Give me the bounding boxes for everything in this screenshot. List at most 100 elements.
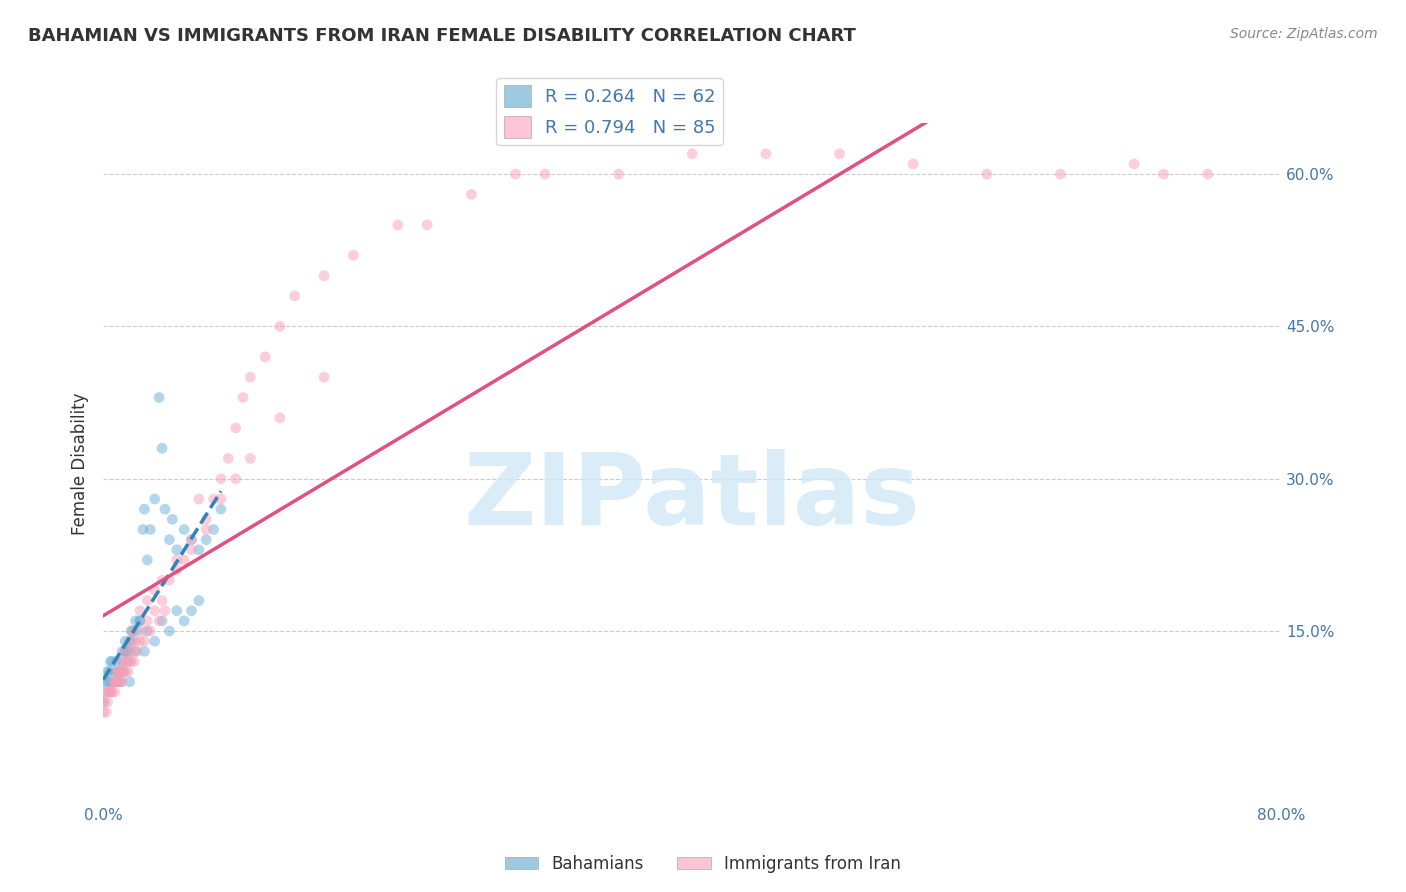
- Point: [110, 665, 132, 679]
- Point: [187, 491, 209, 506]
- Point: [976, 167, 998, 181]
- Legend: R = 0.264   N = 62, R = 0.794   N = 85: R = 0.264 N = 62, R = 0.794 N = 85: [496, 78, 723, 145]
- Point: [755, 146, 778, 161]
- Point: [254, 350, 277, 364]
- Point: [98, 665, 121, 679]
- Point: [209, 491, 232, 506]
- Point: [103, 674, 125, 689]
- Point: [239, 451, 262, 466]
- Point: [828, 146, 851, 161]
- Point: [124, 634, 146, 648]
- Point: [312, 268, 335, 283]
- Point: [111, 655, 134, 669]
- Point: [143, 604, 166, 618]
- Point: [98, 685, 121, 699]
- Point: [1123, 157, 1146, 171]
- Point: [111, 644, 134, 658]
- Point: [91, 705, 114, 719]
- Point: [143, 583, 166, 598]
- Y-axis label: Female Disability: Female Disability: [72, 392, 89, 534]
- Point: [607, 167, 630, 181]
- Point: [108, 674, 131, 689]
- Point: [114, 644, 136, 658]
- Point: [120, 624, 142, 638]
- Legend: Bahamians, Immigrants from Iran: Bahamians, Immigrants from Iran: [498, 848, 908, 880]
- Point: [153, 502, 176, 516]
- Point: [157, 533, 180, 547]
- Point: [103, 674, 125, 689]
- Point: [187, 542, 209, 557]
- Point: [202, 491, 225, 506]
- Point: [124, 614, 146, 628]
- Point: [105, 655, 128, 669]
- Point: [460, 187, 482, 202]
- Point: [312, 370, 335, 384]
- Point: [269, 410, 291, 425]
- Point: [104, 685, 127, 699]
- Point: [225, 472, 247, 486]
- Point: [143, 634, 166, 648]
- Text: ZIPatlas: ZIPatlas: [464, 449, 921, 546]
- Point: [225, 421, 247, 435]
- Point: [101, 685, 124, 699]
- Point: [1153, 167, 1175, 181]
- Point: [94, 674, 117, 689]
- Point: [122, 655, 145, 669]
- Point: [1197, 167, 1219, 181]
- Point: [681, 146, 703, 161]
- Point: [118, 644, 141, 658]
- Point: [107, 665, 129, 679]
- Point: [129, 614, 152, 628]
- Point: [148, 614, 170, 628]
- Point: [105, 674, 128, 689]
- Point: [180, 604, 202, 618]
- Point: [342, 248, 364, 262]
- Point: [117, 655, 139, 669]
- Point: [121, 634, 143, 648]
- Point: [150, 574, 173, 588]
- Point: [166, 563, 188, 577]
- Point: [534, 167, 557, 181]
- Point: [1049, 167, 1071, 181]
- Point: [93, 695, 115, 709]
- Point: [284, 289, 307, 303]
- Point: [150, 442, 173, 456]
- Point: [157, 574, 180, 588]
- Point: [217, 451, 239, 466]
- Point: [104, 665, 127, 679]
- Point: [114, 644, 136, 658]
- Point: [105, 674, 128, 689]
- Point: [111, 674, 134, 689]
- Point: [118, 634, 141, 648]
- Point: [148, 391, 170, 405]
- Point: [96, 685, 118, 699]
- Point: [134, 644, 156, 658]
- Point: [110, 674, 132, 689]
- Point: [195, 512, 218, 526]
- Point: [129, 614, 152, 628]
- Point: [96, 665, 118, 679]
- Point: [157, 624, 180, 638]
- Point: [387, 218, 409, 232]
- Point: [132, 624, 155, 638]
- Point: [91, 695, 114, 709]
- Point: [100, 685, 122, 699]
- Text: BAHAMIAN VS IMMIGRANTS FROM IRAN FEMALE DISABILITY CORRELATION CHART: BAHAMIAN VS IMMIGRANTS FROM IRAN FEMALE …: [28, 27, 856, 45]
- Point: [136, 624, 159, 638]
- Point: [195, 523, 218, 537]
- Point: [93, 685, 115, 699]
- Point: [100, 685, 122, 699]
- Point: [150, 593, 173, 607]
- Point: [117, 665, 139, 679]
- Point: [187, 593, 209, 607]
- Point: [416, 218, 439, 232]
- Point: [269, 319, 291, 334]
- Point: [180, 542, 202, 557]
- Point: [100, 674, 122, 689]
- Point: [114, 634, 136, 648]
- Point: [104, 674, 127, 689]
- Point: [202, 523, 225, 537]
- Point: [136, 614, 159, 628]
- Point: [134, 634, 156, 648]
- Point: [112, 665, 135, 679]
